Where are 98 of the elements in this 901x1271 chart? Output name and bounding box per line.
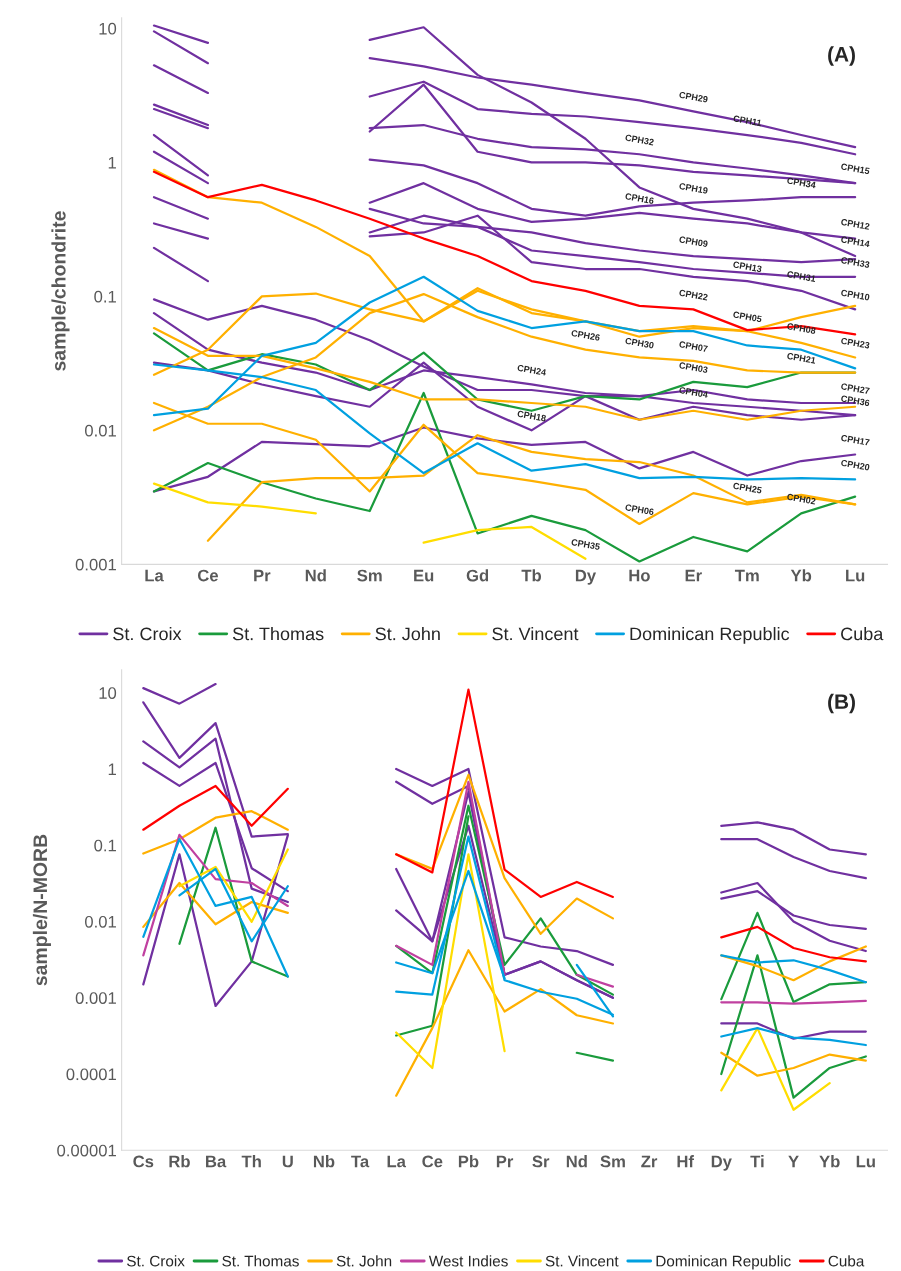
annotation: CPH24 <box>517 364 547 376</box>
legend-label: St. Croix <box>113 627 182 641</box>
legend-label: Cuba <box>841 627 884 641</box>
annotation: CPH32 <box>625 134 655 146</box>
annotation: CPH05 <box>732 311 763 323</box>
annotation: CPH33 <box>840 256 870 269</box>
legend-label: St. Thomas <box>222 1255 299 1267</box>
annotation: CPH34 <box>786 177 817 189</box>
annotation: CPH03 <box>678 361 709 374</box>
legend-label: West Indies <box>428 1255 508 1267</box>
y-tick-label: 0.001 <box>75 992 116 1004</box>
x-tick-label: Sm <box>357 569 382 582</box>
annotation: CPH31 <box>786 270 816 283</box>
y-tick-label: 0.01 <box>84 915 116 928</box>
annotation: CPH23 <box>840 337 870 349</box>
annotation: CPH11 <box>733 115 762 127</box>
x-tick-label: Hf <box>677 1155 695 1168</box>
x-tick-label: Lu <box>856 1155 875 1168</box>
annotation: CPH18 <box>517 410 547 422</box>
x-tick-label: Pr <box>496 1155 514 1168</box>
x-tick-label: Nd <box>566 1155 587 1168</box>
x-tick-label: La <box>387 1155 407 1168</box>
x-tick-label: Rb <box>169 1155 190 1168</box>
y-tick-label: 0.001 <box>75 558 116 571</box>
x-tick-label: Ce <box>197 569 219 582</box>
x-tick-label: Gd <box>466 569 489 582</box>
x-tick-label: Pr <box>254 569 271 582</box>
y-tick-label: 0.1 <box>94 290 116 303</box>
annotation: CPH29 <box>678 91 709 103</box>
annotation: CPH22 <box>678 289 708 301</box>
x-tick-label: Tm <box>734 569 759 582</box>
x-tick-label: Th <box>241 1155 261 1168</box>
y-tick-label: 0.0001 <box>66 1068 116 1081</box>
x-tick-label: Ho <box>629 569 650 582</box>
annotation: CPH16 <box>625 192 655 205</box>
annotation: (B) <box>828 693 855 714</box>
annotation: CPH19 <box>678 182 709 194</box>
x-tick-label: Dy <box>711 1155 732 1171</box>
annotation: CPH20 <box>840 459 870 471</box>
x-tick-label: Nb <box>313 1155 335 1168</box>
annotation: CPH30 <box>625 337 655 349</box>
x-tick-label: Nd <box>305 569 326 582</box>
x-tick-label: Y <box>788 1155 799 1168</box>
x-tick-label: Zr <box>641 1155 658 1168</box>
x-tick-label: La <box>145 569 164 582</box>
legend-label: Dominican Republic <box>630 627 790 644</box>
annotation: CPH36 <box>840 395 870 407</box>
x-tick-label: Tb <box>521 569 542 582</box>
annotation: CPH17 <box>840 434 870 446</box>
x-tick-label: Sr <box>532 1155 550 1168</box>
annotation: CPH12 <box>840 218 870 230</box>
legend-label: St. John <box>336 1255 392 1267</box>
x-tick-label: Dy <box>575 569 597 585</box>
x-tick-label: Ba <box>206 1155 227 1168</box>
x-tick-label: Eu <box>414 569 434 582</box>
x-tick-label: Ta <box>351 1155 370 1168</box>
annotation: CPH10 <box>840 289 870 301</box>
legend-label: Dominican Republic <box>656 1255 791 1270</box>
y-tick-label: 0.01 <box>84 424 116 437</box>
legend-label: Cuba <box>828 1255 865 1267</box>
annotation: CPH15 <box>840 163 870 175</box>
x-tick-label: Yb <box>819 1155 840 1168</box>
legend-label: St. Croix <box>127 1255 185 1267</box>
legend-label: St. Thomas <box>232 627 324 641</box>
annotation: CPH07 <box>678 340 708 353</box>
annotation: (A) <box>828 46 855 66</box>
annotation: CPH21 <box>786 352 816 364</box>
x-tick-label: Sm <box>600 1155 625 1168</box>
x-tick-label: Ce <box>422 1155 443 1168</box>
y-tick-label: 0.00001 <box>57 1144 116 1157</box>
x-tick-label: Er <box>685 569 702 582</box>
annotation: CPH09 <box>678 236 709 248</box>
annotation: CPH26 <box>571 329 601 341</box>
x-tick-label: Cs <box>133 1155 154 1168</box>
annotation: CPH27 <box>840 383 870 395</box>
x-tick-label: Pb <box>458 1155 479 1168</box>
annotation: CPH04 <box>678 386 709 399</box>
annotation: CPH13 <box>732 261 762 273</box>
y-tick-label: 0.1 <box>94 839 116 852</box>
annotation: CPH14 <box>840 236 871 248</box>
y-tick-label: 10 <box>99 22 117 35</box>
annotation: CPH06 <box>625 504 655 516</box>
annotation: CPH25 <box>732 482 763 494</box>
legend-label: St. Vincent <box>545 1255 619 1267</box>
annotation: CPH02 <box>786 493 816 505</box>
x-tick-label: Lu <box>846 569 865 582</box>
y-tick-label: 1 <box>108 156 116 169</box>
x-tick-label: Ti <box>750 1155 764 1168</box>
y-axis-title: sample/N-MORB <box>32 834 51 986</box>
x-tick-label: U <box>282 1155 293 1168</box>
y-tick-label: 10 <box>99 687 117 699</box>
legend-label: St. John <box>375 627 440 641</box>
annotation: CPH08 <box>786 322 816 335</box>
x-tick-label: Yb <box>790 569 812 582</box>
legend-label: St. Vincent <box>492 627 579 641</box>
y-tick-label: 1 <box>108 763 116 776</box>
annotation: CPH35 <box>571 538 601 551</box>
y-axis-title: sample/chondrite <box>51 211 70 371</box>
